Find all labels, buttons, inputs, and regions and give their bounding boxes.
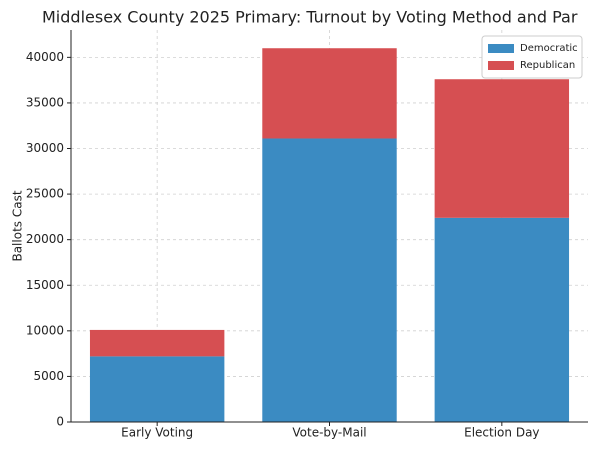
bar-segment <box>262 138 397 423</box>
y-tick-label: 0 <box>56 415 64 429</box>
y-tick-label: 5000 <box>33 369 64 383</box>
bar-segment <box>89 329 225 357</box>
x-tick-label: Early Voting <box>121 426 193 440</box>
legend-swatch <box>488 44 514 53</box>
y-tick-label: 30000 <box>26 141 64 155</box>
y-tick-label: 10000 <box>26 323 64 337</box>
bar-segment <box>434 79 570 218</box>
y-tick-label: 15000 <box>26 278 64 292</box>
y-tick-label: 20000 <box>26 232 64 246</box>
bar-segment <box>434 217 570 422</box>
x-tick-label: Vote-by-Mail <box>292 426 366 440</box>
legend-label: Republican <box>520 60 575 71</box>
chart-title: Middlesex County 2025 Primary: Turnout b… <box>42 8 578 27</box>
y-tick-label: 25000 <box>26 187 64 201</box>
y-axis-label: Ballots Cast <box>11 190 25 261</box>
y-tick-label: 35000 <box>26 95 64 109</box>
x-tick-label: Election Day <box>464 426 539 440</box>
bar-segment <box>262 48 397 139</box>
bar-segment <box>89 356 225 422</box>
legend-label: Democratic <box>520 43 578 54</box>
y-tick-label: 40000 <box>26 50 64 64</box>
legend-swatch <box>488 61 514 70</box>
